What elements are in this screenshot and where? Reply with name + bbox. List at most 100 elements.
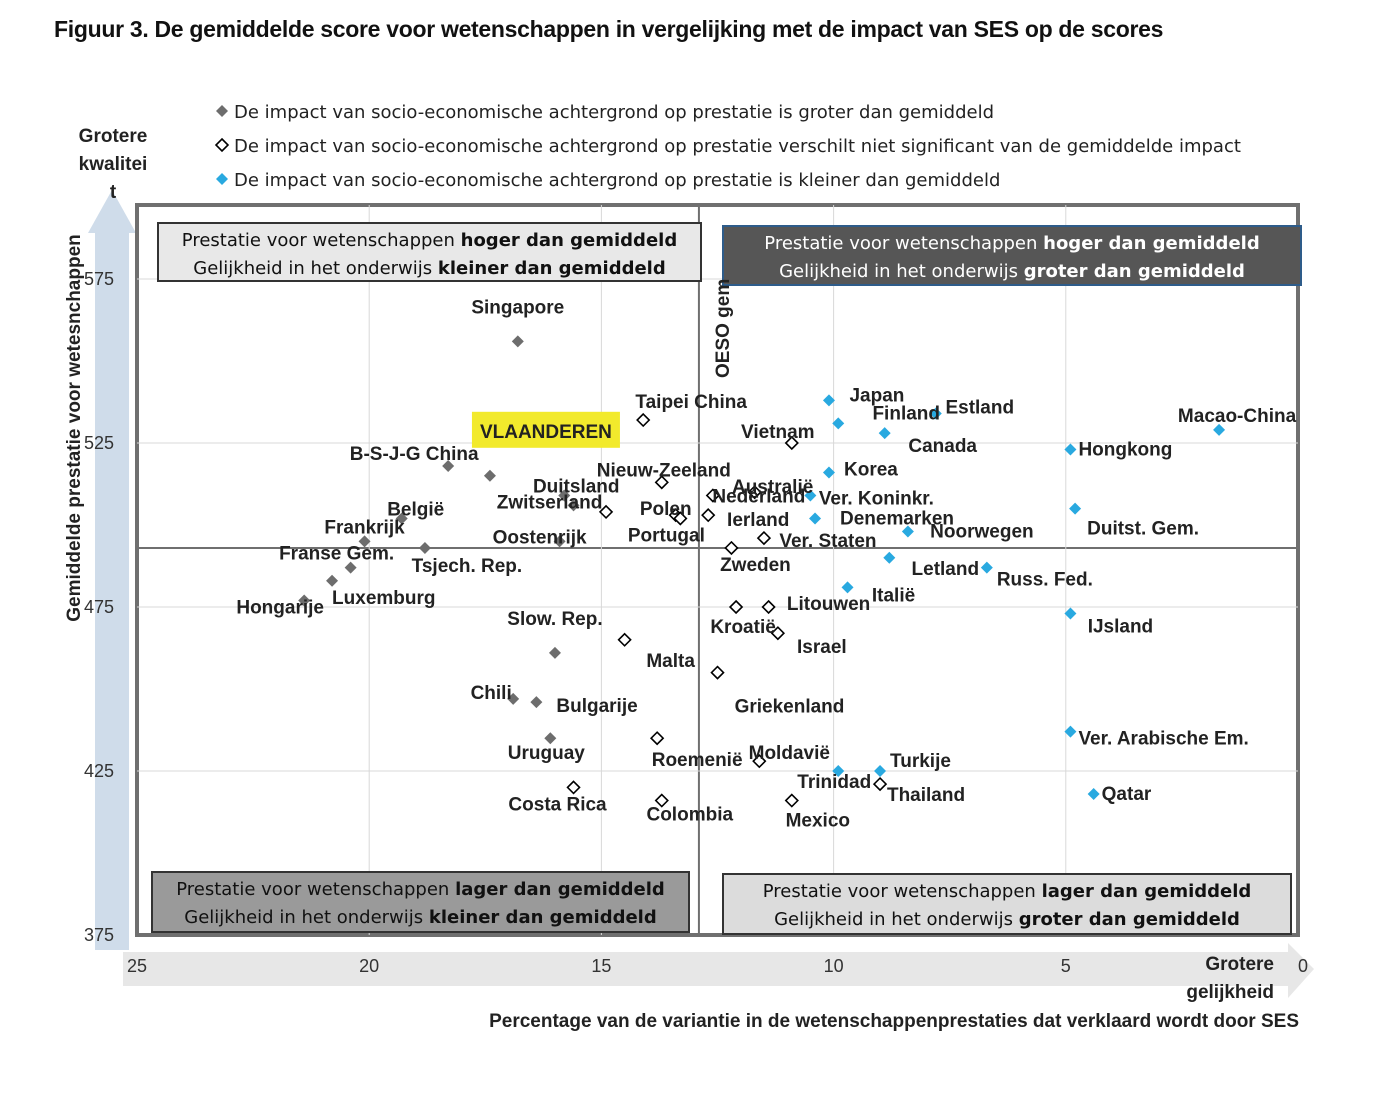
point-denemarken bbox=[809, 512, 822, 525]
label-malta: Malta bbox=[646, 651, 695, 672]
label-ierland: Ierland bbox=[727, 510, 789, 531]
point-noorwegen bbox=[901, 525, 914, 538]
y-axis-title: Gemiddelde prestatie voor wetesnchappen bbox=[64, 234, 85, 622]
label-canada: Canada bbox=[908, 436, 977, 457]
label-kroati-: Kroatië bbox=[710, 617, 775, 638]
label-itali-: Italië bbox=[872, 585, 915, 606]
label-trinidad: Trinidad bbox=[797, 772, 871, 793]
quadrant-text-bottom-left: Gelijkheid in het onderwijs kleiner dan … bbox=[184, 907, 656, 928]
y-tick-label: 375 bbox=[84, 925, 114, 945]
point-portugal bbox=[673, 511, 688, 526]
point-uruguay bbox=[544, 732, 557, 745]
label-japan: Japan bbox=[849, 385, 904, 406]
point-itali- bbox=[841, 581, 854, 594]
label-australi-: Australië bbox=[732, 477, 813, 498]
point-chili bbox=[507, 692, 520, 705]
label-belgi-: België bbox=[387, 499, 444, 520]
x-tick-label: 10 bbox=[824, 956, 844, 976]
legend-marker bbox=[216, 105, 228, 117]
label-nederland: Nederland bbox=[712, 486, 805, 507]
y-tick-label: 575 bbox=[84, 269, 114, 289]
label-vietnam: Vietnam bbox=[741, 422, 815, 443]
point-oostenrijk bbox=[553, 535, 566, 548]
y-arrow-label: Grotere bbox=[79, 126, 148, 147]
point-finland bbox=[832, 417, 845, 430]
point-ver-arabische-em- bbox=[1064, 725, 1077, 738]
point-belgi- bbox=[395, 512, 408, 525]
point-duitst-gem- bbox=[1069, 502, 1082, 515]
label-hongkong: Hongkong bbox=[1078, 440, 1172, 461]
y-arrow-label: t bbox=[110, 182, 117, 203]
label-slow-rep-: Slow. Rep. bbox=[507, 609, 602, 630]
label-litouwen: Litouwen bbox=[787, 594, 870, 615]
point-ver-staten bbox=[756, 530, 772, 546]
point-turkije bbox=[874, 765, 887, 777]
quadrant-text-top-right: Gelijkheid in het onderwijs groter dan g… bbox=[779, 261, 1245, 282]
point-roemeni- bbox=[649, 731, 665, 746]
point-taipei-china bbox=[636, 412, 651, 428]
point-letland bbox=[883, 551, 896, 564]
label-ijsland: IJsland bbox=[1088, 617, 1153, 638]
y-arrow-label: kwalitei bbox=[79, 154, 148, 175]
x-arrow-label: gelijkheid bbox=[1186, 982, 1274, 1003]
x-axis-title: Percentage van de variantie in de wetens… bbox=[489, 1011, 1299, 1032]
label-macao-china: Macao-China bbox=[1178, 406, 1297, 427]
point-israel bbox=[770, 626, 786, 641]
point-singapore bbox=[511, 335, 524, 348]
label-israel: Israel bbox=[797, 637, 847, 658]
point-zweden bbox=[724, 540, 739, 556]
label-singapore: Singapore bbox=[471, 297, 564, 318]
legend-text: De impact van socio-economische achtergr… bbox=[234, 102, 994, 123]
oecd-mean-label: OESO gem bbox=[713, 279, 734, 378]
y-arrow-body bbox=[95, 232, 129, 950]
label-hongarije: Hongarije bbox=[236, 597, 324, 618]
point-ijsland bbox=[1064, 607, 1077, 620]
quadrant-text-bottom-right: Prestatie voor wetenschappen lager dan g… bbox=[763, 881, 1252, 902]
point-b-s-j-g-china bbox=[442, 459, 455, 472]
label-korea: Korea bbox=[844, 460, 898, 481]
point-luxemburg bbox=[326, 574, 339, 587]
label-tsjech-rep-: Tsjech. Rep. bbox=[412, 556, 523, 577]
x-tick-label: 20 bbox=[359, 956, 379, 976]
plot-frame bbox=[135, 203, 1300, 937]
label-oostenrijk: Oostenrijk bbox=[493, 527, 587, 548]
label-russ-fed-: Russ. Fed. bbox=[997, 570, 1093, 591]
point-tsjech-rep- bbox=[418, 541, 431, 554]
label-turkije: Turkije bbox=[890, 751, 951, 772]
label-duitsland: Duitsland bbox=[533, 476, 620, 497]
quadrant-box-top-right bbox=[722, 225, 1302, 286]
label-qatar: Qatar bbox=[1102, 784, 1152, 805]
label-polen: Polen bbox=[640, 499, 692, 520]
point-ver-koninkr- bbox=[804, 489, 817, 502]
x-arrow-body bbox=[123, 952, 1293, 986]
point-mexico bbox=[784, 793, 799, 808]
point-vlaanderen bbox=[483, 469, 496, 482]
point-duitsland bbox=[558, 489, 571, 502]
label-zwitserland: Zwitserland bbox=[497, 492, 603, 513]
label-ver-koninkr-: Ver. Koninkr. bbox=[819, 488, 934, 509]
quadrant-box-top-left bbox=[157, 222, 702, 282]
quadrant-text-top-left: Gelijkheid in het onderwijs kleiner dan … bbox=[193, 258, 665, 279]
point-zwitserland-alt bbox=[598, 504, 614, 520]
figure-title: Figuur 3. De gemiddelde score voor weten… bbox=[54, 16, 1164, 42]
quadrant-text-bottom-left: Prestatie voor wetenschappen lager dan g… bbox=[176, 879, 665, 900]
highlight-box bbox=[471, 411, 620, 448]
legend-marker-open bbox=[214, 137, 230, 153]
label-ver-arabische-em-: Ver. Arabische Em. bbox=[1078, 729, 1248, 750]
x-arrow-label: Grotere bbox=[1205, 954, 1274, 975]
point-nederland bbox=[705, 488, 720, 503]
label-vlaanderen: VLAANDEREN bbox=[480, 422, 612, 443]
point-macao-china bbox=[1213, 423, 1226, 436]
point-russ-fed- bbox=[980, 561, 993, 574]
point-korea bbox=[822, 466, 835, 479]
point-bulgarije bbox=[530, 696, 543, 709]
point-qatar bbox=[1087, 787, 1100, 800]
y-arrow-head bbox=[88, 190, 136, 233]
x-tick-label: 5 bbox=[1061, 956, 1071, 976]
legend-marker bbox=[216, 173, 228, 185]
point-costa-rica bbox=[566, 780, 581, 795]
label-finland: Finland bbox=[872, 403, 940, 424]
label-ver-staten: Ver. Staten bbox=[779, 531, 876, 552]
quadrant-text-top-right: Prestatie voor wetenschappen hoger dan g… bbox=[764, 233, 1259, 254]
